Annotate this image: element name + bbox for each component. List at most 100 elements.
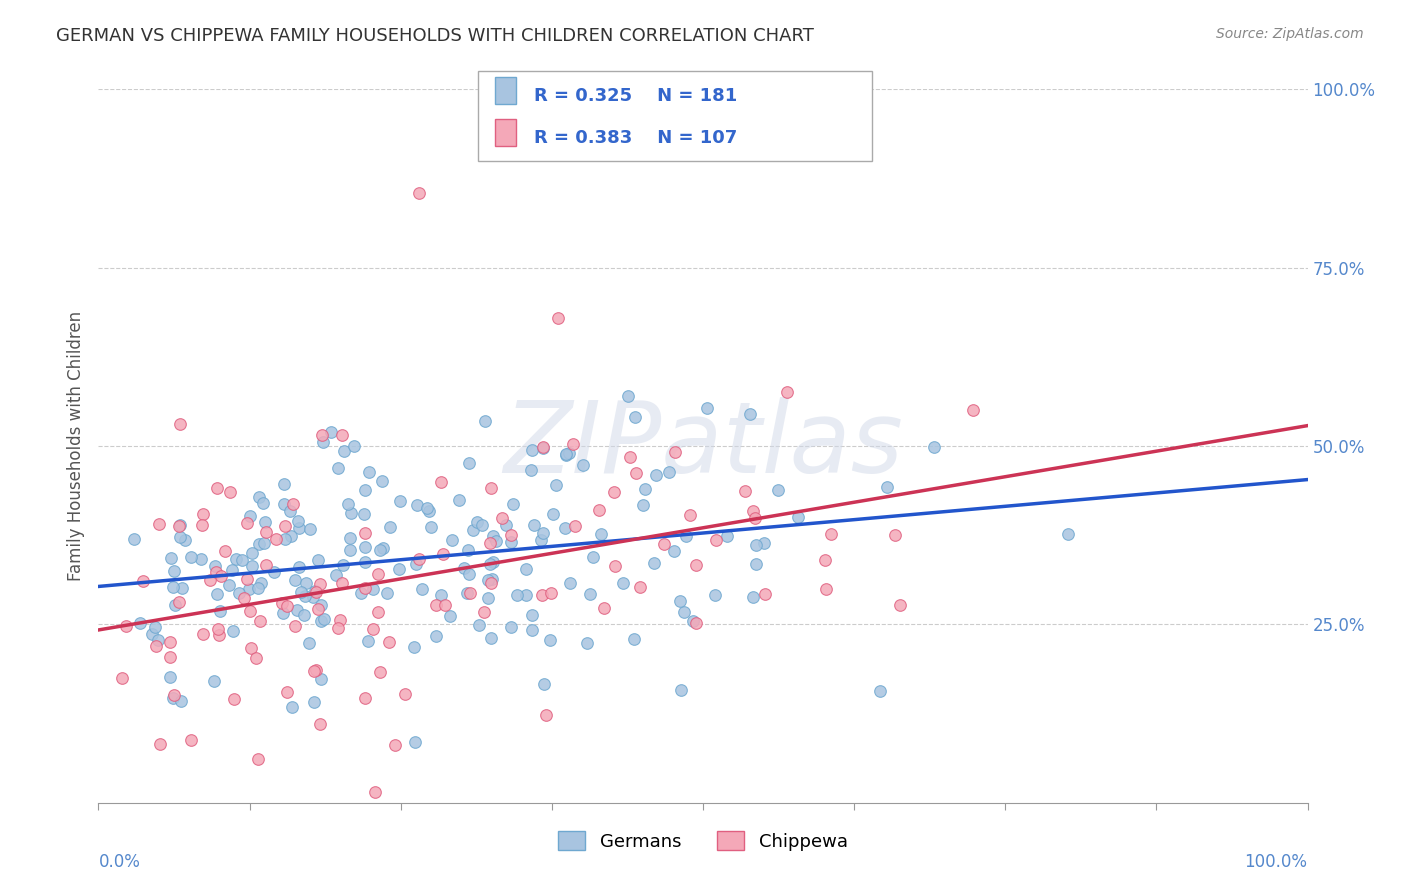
Point [191,518,214,533]
Point [534,708,557,723]
Point [634,482,657,496]
Point [180,550,202,565]
Point [312,435,335,450]
Point [354,525,377,540]
Point [869,683,891,698]
Point [477,591,499,605]
Point [221,563,243,577]
Point [145,639,167,653]
Point [425,629,447,643]
Point [159,670,181,684]
Point [364,784,387,798]
Point [339,543,361,558]
Point [495,518,517,533]
Point [579,587,602,601]
Point [309,615,332,629]
Point [240,559,263,574]
Point [461,523,484,537]
Point [232,591,254,606]
Point [378,520,401,534]
Point [304,583,326,598]
Point [208,628,231,642]
Point [889,598,911,612]
Point [456,585,478,599]
Point [531,440,554,454]
Point [558,446,581,460]
Point [204,673,226,688]
Point [246,582,269,596]
Point [752,536,775,550]
Point [603,558,626,573]
Point [538,633,561,648]
Point [299,522,322,536]
Point [280,504,302,518]
Point [135,854,157,868]
Point [283,619,305,633]
Point [240,640,263,655]
Point [505,588,527,602]
Point [304,585,326,599]
Point [522,623,544,637]
Point [402,640,425,655]
Point [162,580,184,594]
Point [581,549,603,564]
Point [429,475,451,490]
Point [357,633,380,648]
Point [231,552,253,566]
Point [350,586,373,600]
Point [685,558,707,572]
Point [129,615,152,630]
Point [378,635,401,649]
Point [388,493,411,508]
Point [342,438,364,452]
Point [485,533,508,548]
Point [572,458,595,473]
Point [204,558,226,573]
Point [329,613,352,627]
Point [273,497,295,511]
Point [520,443,543,458]
Point [159,650,181,665]
Point [172,581,194,595]
Point [458,586,481,600]
Point [311,428,333,442]
Point [270,596,292,610]
Point [163,689,186,703]
Point [662,543,685,558]
Point [209,569,232,583]
Point [682,614,704,628]
Point [214,544,236,558]
Point [744,511,766,525]
Point [254,525,277,540]
Point [820,527,842,541]
Point [357,465,380,479]
Text: 100.0%: 100.0% [1244,853,1308,871]
Point [419,520,441,534]
Point [787,509,810,524]
Point [111,672,134,686]
Point [564,518,586,533]
Point [738,407,761,421]
Point [962,403,984,417]
Point [236,516,259,531]
Point [411,582,433,596]
Point [368,543,391,558]
Point [547,310,569,325]
Point [162,690,184,705]
Point [814,553,837,567]
Point [143,620,166,634]
Point [741,503,763,517]
Point [307,553,329,567]
Point [754,586,776,600]
Point [295,576,318,591]
Point [224,691,246,706]
Point [481,481,503,495]
Point [332,558,354,572]
Point [325,567,347,582]
Point [198,573,221,587]
Point [439,608,461,623]
Point [287,515,309,529]
Point [266,533,288,547]
Point [433,598,456,612]
Point [319,425,342,440]
